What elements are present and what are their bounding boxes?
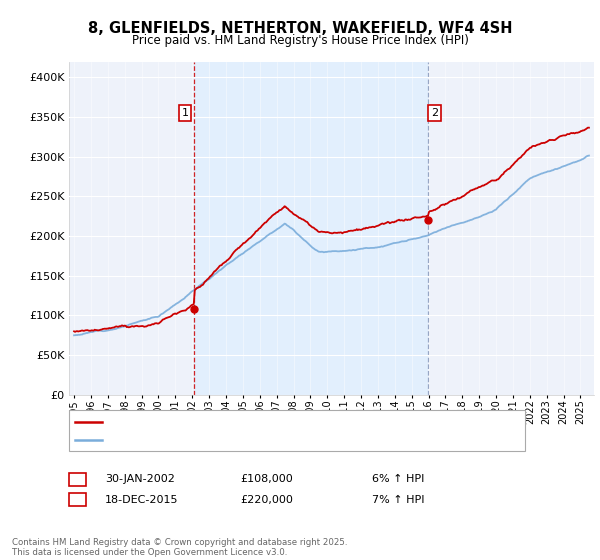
Text: Contains HM Land Registry data © Crown copyright and database right 2025.
This d: Contains HM Land Registry data © Crown c… <box>12 538 347 557</box>
Text: HPI: Average price, detached house, Wakefield: HPI: Average price, detached house, Wake… <box>108 435 341 445</box>
Text: 2: 2 <box>431 108 438 118</box>
Text: 1: 1 <box>182 108 188 118</box>
Text: 1: 1 <box>74 473 81 486</box>
Text: Price paid vs. HM Land Registry's House Price Index (HPI): Price paid vs. HM Land Registry's House … <box>131 34 469 46</box>
Bar <box>194 62 428 395</box>
Text: £220,000: £220,000 <box>240 495 293 505</box>
Text: 18-DEC-2015: 18-DEC-2015 <box>105 495 179 505</box>
Text: 2: 2 <box>74 493 81 506</box>
Text: 30-JAN-2002: 30-JAN-2002 <box>105 474 175 484</box>
Text: 8, GLENFIELDS, NETHERTON, WAKEFIELD, WF4 4SH (detached house): 8, GLENFIELDS, NETHERTON, WAKEFIELD, WF4… <box>108 417 455 427</box>
Text: 8, GLENFIELDS, NETHERTON, WAKEFIELD, WF4 4SH: 8, GLENFIELDS, NETHERTON, WAKEFIELD, WF4… <box>88 21 512 36</box>
Text: 6% ↑ HPI: 6% ↑ HPI <box>372 474 424 484</box>
Text: £108,000: £108,000 <box>240 474 293 484</box>
Text: 7% ↑ HPI: 7% ↑ HPI <box>372 495 425 505</box>
